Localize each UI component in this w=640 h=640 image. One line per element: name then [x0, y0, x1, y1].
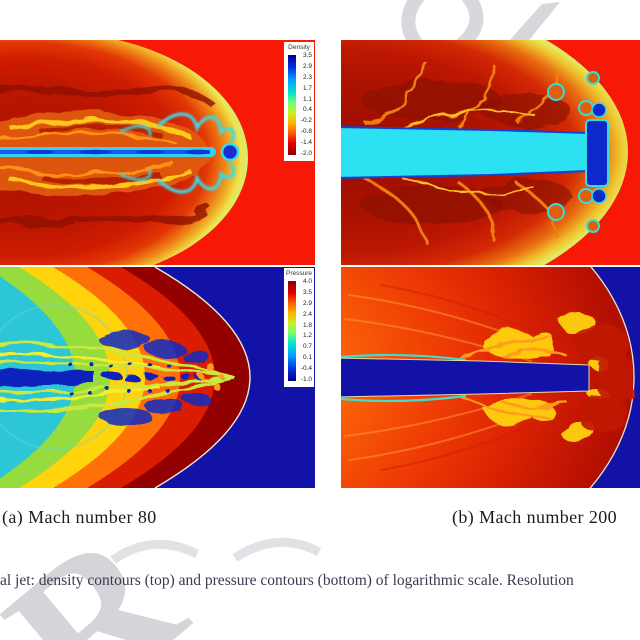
tick: -0.4 — [300, 365, 312, 372]
density-colorbar-ticks: 3.5 2.9 2.3 1.7 1.1 0.4 -0.2 -0.8 -1.4 -… — [301, 52, 312, 157]
tick: -2.0 — [300, 149, 312, 157]
subcaption-a: (a) Mach number 80 — [2, 507, 157, 527]
tick: 2.4 — [302, 310, 312, 318]
density-colorbar-gradient — [288, 55, 296, 155]
tick: 0.1 — [302, 354, 312, 362]
tick: -0.8 — [300, 128, 312, 136]
tick: -1.0 — [300, 375, 312, 383]
watermark-fragment-mid — [110, 537, 322, 564]
density-contour-mach200-panel — [341, 40, 640, 265]
tick: 1.7 — [302, 84, 312, 92]
tick: 2.3 — [302, 73, 312, 81]
tick: 0.7 — [302, 343, 312, 351]
subcaption-b: (b) Mach number 200 — [452, 507, 618, 527]
pressure-contour-mach200-panel — [341, 267, 640, 488]
pressure-colorbar: Pressure 4.0 3.5 2.9 2.4 1.8 1.2 0.7 0.1… — [284, 268, 314, 387]
tick: -1.4 — [300, 139, 312, 146]
tick: 4.0 — [302, 278, 312, 285]
tick: 1.8 — [302, 321, 312, 329]
pressure-colorbar-gradient — [288, 281, 296, 381]
figure-caption: al jet: density contours (top) and press… — [0, 572, 574, 589]
tick: 0.4 — [302, 106, 312, 114]
tick: 1.2 — [302, 332, 312, 340]
pressure-colorbar-title: Pressure — [285, 270, 312, 277]
tick: 2.9 — [302, 299, 312, 307]
tick: 3.5 — [302, 52, 312, 59]
density-colorbar: Density 3.5 2.9 2.3 1.7 1.1 0.4 -0.2 -0.… — [284, 42, 314, 161]
tick: 1.1 — [302, 95, 312, 103]
tick: 3.5 — [302, 288, 312, 296]
pressure-contour-mach80-panel — [0, 267, 315, 488]
density-colorbar-title: Density — [288, 44, 310, 51]
tick: -0.2 — [300, 117, 312, 125]
pressure-colorbar-ticks: 4.0 3.5 2.9 2.4 1.8 1.2 0.7 0.1 -0.4 -1.… — [301, 278, 312, 383]
density-contour-mach80-panel — [0, 40, 315, 265]
tick: 2.9 — [302, 62, 312, 70]
